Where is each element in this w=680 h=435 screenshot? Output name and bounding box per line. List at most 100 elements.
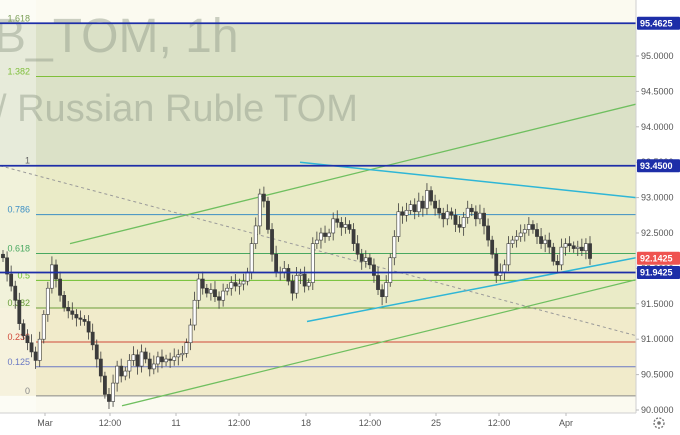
candle-body bbox=[535, 229, 539, 237]
candle-body bbox=[282, 268, 287, 273]
candle-body bbox=[270, 229, 274, 255]
candle-body bbox=[90, 331, 95, 346]
x-tick-label: 11 bbox=[171, 418, 180, 428]
candle-body bbox=[396, 211, 401, 237]
fib-zone bbox=[0, 165, 636, 215]
candle-body bbox=[306, 282, 311, 287]
settings-button[interactable] bbox=[653, 417, 665, 429]
time-axis[interactable]: Mar 12:00 11 12:00 18 12:00 25 12:00 Apr bbox=[0, 412, 636, 435]
candle-body bbox=[449, 211, 454, 216]
price-axis-bg bbox=[636, 0, 680, 435]
candle-body bbox=[180, 353, 185, 356]
candle-body bbox=[233, 282, 238, 287]
candle-body bbox=[571, 245, 576, 249]
candle-body bbox=[473, 211, 478, 220]
candle-body bbox=[21, 323, 26, 336]
candle-body bbox=[579, 246, 584, 252]
candle-body bbox=[416, 200, 421, 213]
price-tag bbox=[637, 16, 680, 30]
candle-body bbox=[412, 204, 417, 213]
candle-body bbox=[310, 243, 315, 283]
candle-body bbox=[261, 193, 266, 202]
gear-icon[interactable] bbox=[653, 417, 665, 429]
candle-body bbox=[160, 356, 164, 363]
candle-body bbox=[453, 215, 458, 225]
candle-body bbox=[176, 354, 181, 358]
x-tick-label: Apr bbox=[559, 418, 573, 428]
candle-body bbox=[249, 243, 254, 273]
candle-body bbox=[37, 338, 42, 361]
candle-body bbox=[17, 299, 22, 324]
candle-body bbox=[494, 253, 499, 276]
candle-body bbox=[25, 335, 30, 344]
candle-body bbox=[298, 273, 303, 276]
price-tag-label: 92.1425 bbox=[640, 254, 673, 264]
candle-body bbox=[213, 289, 217, 298]
candle-body bbox=[355, 243, 360, 255]
candle-body bbox=[526, 224, 531, 230]
price-axis[interactable]: 95.000094.500094.000093.500093.000092.50… bbox=[635, 0, 680, 435]
trend-line-cyan-lower bbox=[306, 257, 637, 323]
candle-body bbox=[253, 225, 258, 244]
candle-body bbox=[486, 225, 490, 241]
candle-body bbox=[290, 280, 295, 294]
candle-body bbox=[33, 351, 38, 361]
candle-body bbox=[367, 257, 372, 266]
time-axis-bg bbox=[0, 413, 636, 435]
candle-body bbox=[257, 193, 262, 227]
y-tick-label: 91.0000 bbox=[641, 334, 674, 344]
candle-body bbox=[70, 310, 75, 315]
candle-body bbox=[551, 246, 556, 262]
candle-body bbox=[502, 264, 507, 273]
candle-body bbox=[164, 358, 168, 363]
y-tick-label: 92.5000 bbox=[641, 228, 674, 238]
candle-body bbox=[510, 239, 515, 244]
candle-body bbox=[457, 224, 462, 228]
candle-body bbox=[518, 232, 523, 237]
candle-body bbox=[200, 278, 205, 289]
candle-body bbox=[314, 239, 319, 244]
y-tick-label: 93.0000 bbox=[641, 193, 674, 203]
candle-body bbox=[445, 211, 450, 220]
candle-body bbox=[86, 321, 91, 333]
candle-body bbox=[66, 307, 71, 312]
candle-body bbox=[441, 212, 446, 220]
candle-body bbox=[62, 295, 67, 308]
fib-label: 0 bbox=[25, 386, 30, 396]
x-tick-label: 25 bbox=[431, 418, 441, 428]
candle-body bbox=[139, 351, 144, 367]
candle-body bbox=[131, 354, 136, 361]
fib-zone bbox=[0, 342, 636, 367]
candle-body bbox=[168, 358, 173, 361]
candle-body bbox=[1, 253, 5, 259]
price-tag-label: 95.4625 bbox=[640, 18, 673, 28]
candle-body bbox=[347, 224, 352, 230]
candle-body bbox=[388, 257, 393, 283]
candle-body bbox=[567, 243, 572, 247]
candle-body bbox=[103, 375, 107, 395]
fib-zone bbox=[0, 23, 636, 77]
candle-body bbox=[482, 212, 486, 227]
watermark-symbol: B_TOM, 1h bbox=[0, 10, 239, 63]
x-tick-label: 12:00 bbox=[99, 418, 122, 428]
trend-line-cyan-upper bbox=[299, 161, 637, 199]
watermark-name: / Russian Ruble TOM bbox=[0, 88, 358, 130]
candle-body bbox=[143, 351, 148, 360]
candle-body bbox=[429, 190, 433, 202]
candle-body bbox=[98, 358, 103, 377]
x-tick-label: Mar bbox=[37, 418, 53, 428]
gear-icon-center bbox=[657, 421, 661, 425]
candle-body bbox=[404, 210, 409, 216]
y-tick-label: 95.0000 bbox=[641, 51, 674, 61]
candle-body bbox=[135, 354, 140, 367]
fib-zone bbox=[0, 76, 636, 166]
candle-body bbox=[433, 200, 437, 209]
fib-zone bbox=[0, 280, 636, 309]
watermark: B_TOM, 1h / Russian Ruble TOM bbox=[0, 10, 358, 130]
candle-body bbox=[327, 232, 332, 237]
candle-body bbox=[563, 243, 568, 248]
candle-body bbox=[115, 365, 120, 384]
candle-body bbox=[543, 239, 548, 244]
candle-body bbox=[204, 287, 209, 294]
